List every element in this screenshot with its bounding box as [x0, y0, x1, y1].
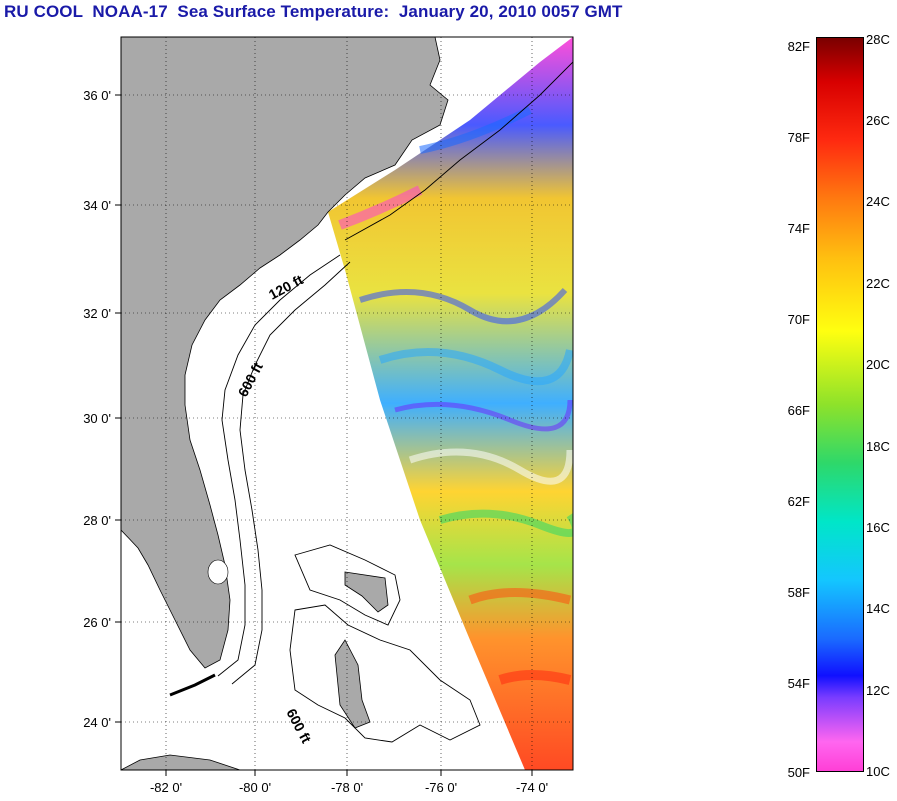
- colorbar-f-label: 82F: [787, 39, 810, 54]
- colorbar-c-label: 26C: [866, 113, 890, 128]
- colorbar-f-label: 62F: [787, 494, 810, 509]
- lat-label: 36 0': [83, 88, 111, 103]
- sst-texture: [338, 106, 573, 685]
- colorbar-f-label: 50F: [787, 765, 810, 780]
- lon-label: -78 0': [331, 780, 363, 795]
- contour-120ft: [217, 254, 341, 677]
- colorbar-f-label: 74F: [787, 221, 810, 236]
- colorbar-c-label: 14C: [866, 601, 890, 616]
- lon-label: -76 0': [425, 780, 457, 795]
- colorbar-c-label: 18C: [866, 439, 890, 454]
- contour-shelf-north: [344, 61, 573, 241]
- colorbar-c-label: 24C: [866, 194, 890, 209]
- lon-label: -82 0': [150, 780, 182, 795]
- land-us-coast: [121, 37, 449, 669]
- colorbar-f-label: 58F: [787, 585, 810, 600]
- colorbar-f-label: 78F: [787, 130, 810, 145]
- depth-label-600ft: 600 ft: [235, 359, 266, 399]
- contour-600ft: [231, 261, 351, 685]
- page-title: RU COOL NOAA-17 Sea Surface Temperature:…: [4, 2, 623, 21]
- lat-label: 26 0': [83, 615, 111, 630]
- colorbar-c-label: 28C: [866, 32, 890, 47]
- florida-keys: [169, 673, 216, 697]
- contour-little-bahama-bank: [294, 544, 401, 626]
- lon-label: -80 0': [239, 780, 271, 795]
- colorbar-f-label: 70F: [787, 312, 810, 327]
- depth-label-600ft-bahamas: 600 ft: [283, 706, 314, 746]
- land-bahamas-andros: [334, 639, 371, 729]
- colorbar-c-label: 12C: [866, 683, 890, 698]
- colorbar-c-label: 16C: [866, 520, 890, 535]
- colorbar-f-label: 66F: [787, 403, 810, 418]
- lat-label: 34 0': [83, 198, 111, 213]
- lat-label: 30 0': [83, 411, 111, 426]
- colorbar-f-label: 54F: [787, 676, 810, 691]
- lat-label: 28 0': [83, 513, 111, 528]
- colorbar-c-label: 10C: [866, 764, 890, 779]
- lake-okeechobee: [207, 559, 229, 585]
- depth-label-120ft: 120 ft: [266, 271, 306, 302]
- lon-label: -74 0': [516, 780, 548, 795]
- temperature-colorbar: [816, 37, 864, 772]
- graticule: [121, 37, 573, 770]
- land-bahamas-grand: [344, 571, 389, 613]
- lat-label: 24 0': [83, 715, 111, 730]
- land-cuba: [121, 754, 241, 770]
- lat-label: 32 0': [83, 306, 111, 321]
- colorbar-c-label: 20C: [866, 357, 890, 372]
- axis-ticks: [115, 94, 533, 776]
- colorbar-c-label: 22C: [866, 276, 890, 291]
- contour-bahamas-bank: [289, 604, 481, 743]
